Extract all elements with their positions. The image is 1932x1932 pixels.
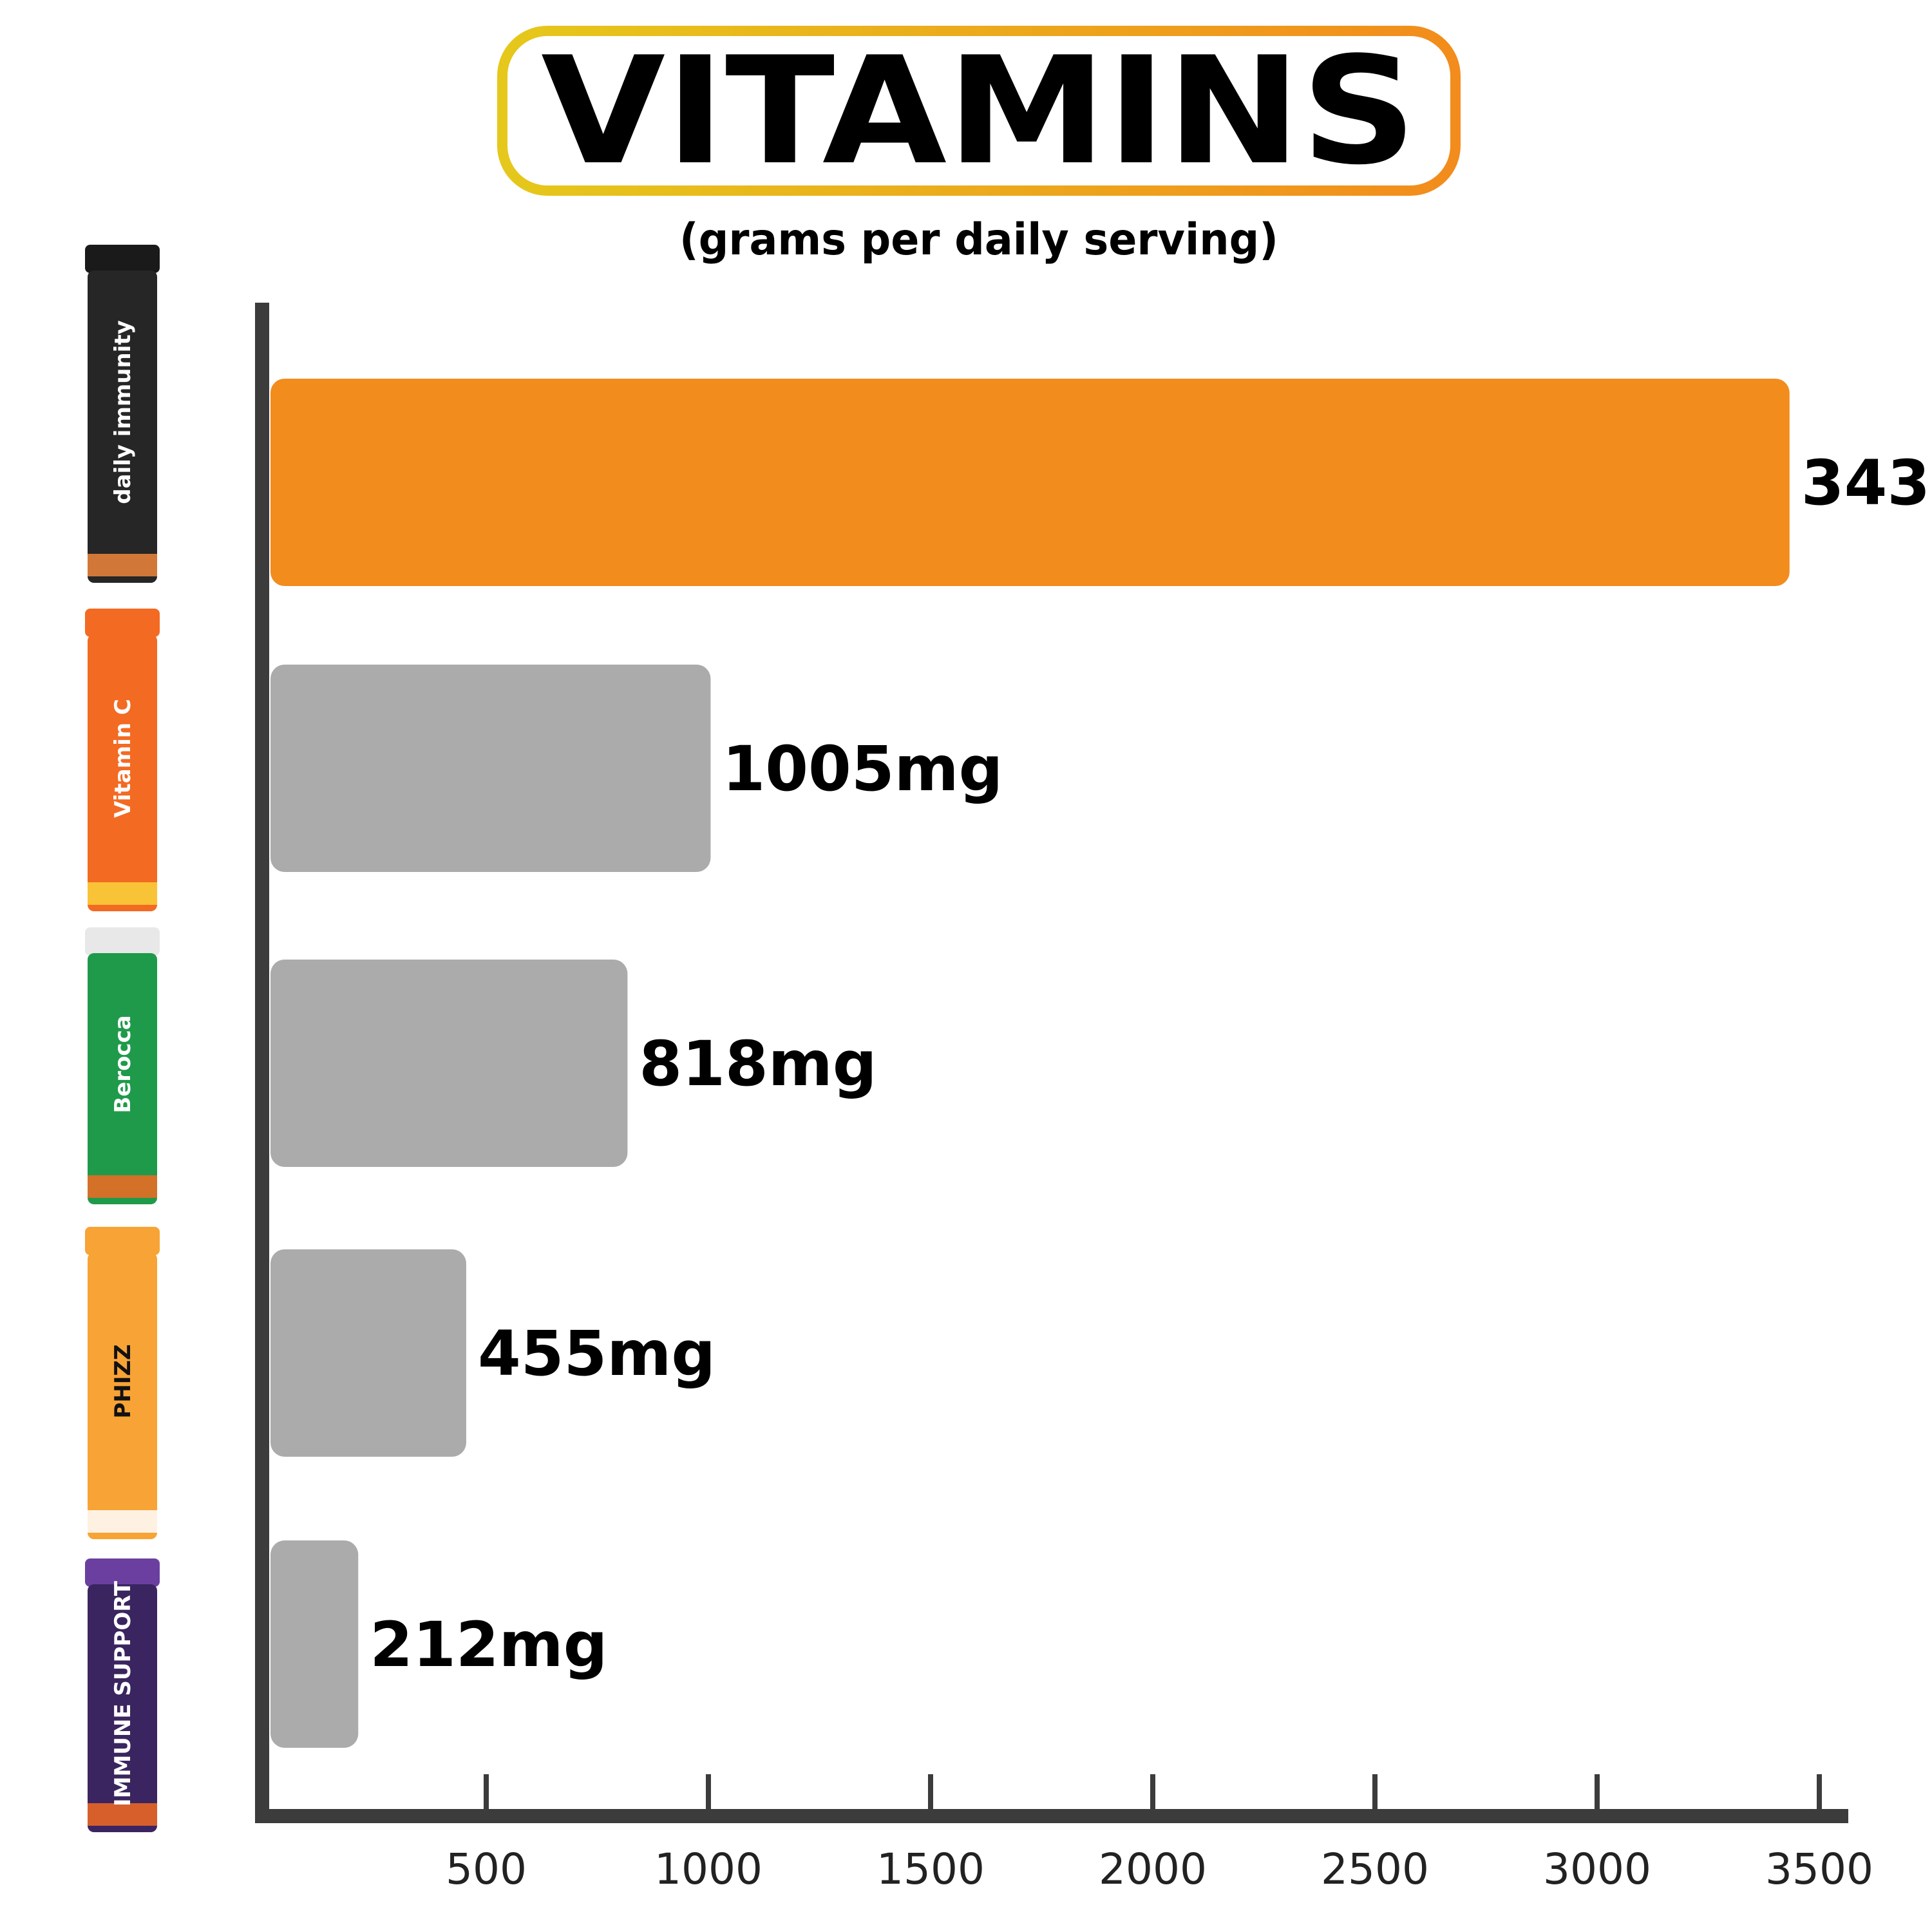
bar-3 [270, 960, 628, 1167]
tube-label: Vitamin C [110, 699, 136, 818]
bar-2 [270, 665, 711, 872]
tube-cap [85, 927, 160, 956]
tube-stripe [88, 1510, 157, 1533]
x-ticks: 500 1000 1500 2000 2500 3000 3500 [446, 1774, 1873, 1894]
tube-cap [85, 1227, 160, 1255]
x-tick-label: 1000 [654, 1844, 762, 1894]
tube-label: IMMUNE SUPPORT [110, 1580, 136, 1806]
bar-value-label: 818mg [639, 1028, 876, 1100]
x-tick-mark [1817, 1774, 1822, 1813]
bar-value-label: 212mg [370, 1609, 607, 1681]
x-tick-mark [928, 1774, 933, 1813]
tube-body [88, 953, 157, 1204]
tube-body [88, 634, 157, 911]
tube-label: daily immunity [110, 320, 136, 504]
tube-body [88, 1584, 157, 1832]
tube-stripe [88, 882, 157, 905]
product-images: daily immunity Vitamin C Berocca PHIZZ IMMUN… [85, 245, 160, 1832]
tube-label: PHIZZ [110, 1344, 136, 1418]
chart-title: VITAMINS [541, 26, 1417, 198]
x-tick-label: 2000 [1099, 1844, 1207, 1894]
product-tube-2: Vitamin C [85, 609, 160, 911]
x-tick-label: 2500 [1321, 1844, 1429, 1894]
tube-stripe [88, 1175, 157, 1198]
product-tube-1: daily immunity [85, 245, 160, 583]
bar-1 [270, 379, 1790, 586]
x-tick-label: 1500 [876, 1844, 985, 1894]
product-tube-3: Berocca [85, 927, 160, 1204]
x-tick-mark [484, 1774, 489, 1813]
bar-4 [270, 1249, 466, 1457]
tube-cap [85, 245, 160, 273]
product-tube-4: PHIZZ [85, 1227, 160, 1539]
y-axis-line [255, 303, 269, 1821]
product-tube-5: IMMUNE SUPPORT [85, 1558, 160, 1832]
x-axis-line [255, 1809, 1848, 1823]
tube-stripe [88, 554, 157, 576]
x-tick-label: 500 [446, 1844, 527, 1894]
tube-body [88, 270, 157, 583]
axes [255, 303, 1848, 1823]
x-tick-mark [1372, 1774, 1378, 1813]
x-tick-label: 3500 [1765, 1844, 1873, 1894]
x-tick-mark [706, 1774, 711, 1813]
tube-stripe [88, 1803, 157, 1826]
bar-value-label: 3433mg [1801, 447, 1932, 519]
title-frame [497, 26, 1461, 196]
bar-value-label: 455mg [478, 1318, 715, 1390]
x-tick-label: 3000 [1543, 1844, 1651, 1894]
bar-series: 3433mg 1005mg 818mg 455mg 212mg [270, 379, 1932, 1748]
tube-cap [85, 609, 160, 637]
x-tick-mark [1150, 1774, 1155, 1813]
tube-body [88, 1253, 157, 1539]
bar-5 [270, 1540, 359, 1748]
tube-cap [85, 1558, 160, 1587]
x-tick-mark [1595, 1774, 1600, 1813]
bar-value-label: 1005mg [722, 733, 1003, 805]
tube-label: Berocca [110, 1015, 136, 1113]
chart-subtitle: (grams per daily serving) [679, 214, 1278, 265]
